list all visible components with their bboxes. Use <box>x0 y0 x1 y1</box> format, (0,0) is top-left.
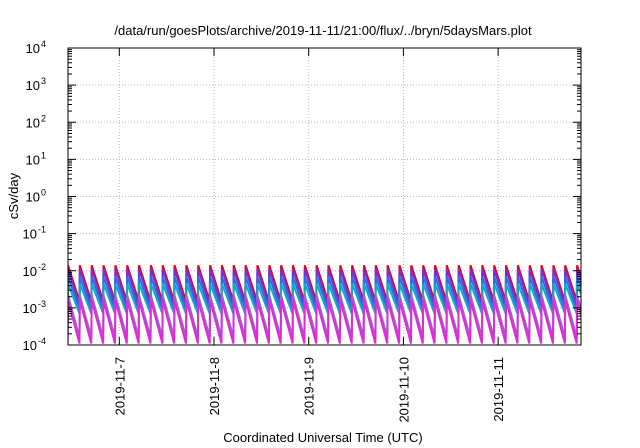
y-tick-exponent: 4 <box>41 39 46 49</box>
series-lines <box>68 264 581 344</box>
y-tick-exponent: -4 <box>38 336 46 346</box>
y-tick-label: 10-3 <box>23 299 46 316</box>
y-tick-label: 102 <box>26 113 46 130</box>
chart-title: /data/run/goesPlots/archive/2019-11-11/2… <box>114 23 532 38</box>
y-tick-exponent: 2 <box>41 113 46 123</box>
y-tick-label: 10-1 <box>23 225 46 242</box>
y-tick-label: 103 <box>26 76 46 93</box>
x-tick-label: 2019-11-10 <box>396 357 411 423</box>
y-tick-exponent: -3 <box>38 299 46 309</box>
y-axis-label: cSv/day <box>6 172 21 219</box>
y-tick-label: 100 <box>26 188 46 205</box>
y-tick-exponent: 3 <box>41 76 46 86</box>
x-axis-ticks: 2019-11-7 2019-11-8 2019-11-9 2019-11-10 201… <box>112 48 506 423</box>
x-tick-label: 2019-11-11 <box>491 357 506 422</box>
x-tick-label: 2019-11-8 <box>207 357 222 415</box>
x-axis-label: Coordinated Universal Time (UTC) <box>223 430 422 445</box>
y-tick-label: 10-2 <box>23 262 46 279</box>
y-tick-exponent: -2 <box>38 262 46 272</box>
series-line <box>68 300 581 344</box>
y-tick-exponent: -1 <box>38 225 46 235</box>
y-tick-exponent: 1 <box>41 150 46 160</box>
y-tick-label: 101 <box>26 150 46 167</box>
y-tick-label: 104 <box>26 39 46 56</box>
y-tick-exponent: 0 <box>41 188 46 198</box>
x-tick-label: 2019-11-9 <box>302 357 317 415</box>
y-tick-label: 10-4 <box>23 336 46 353</box>
x-tick-label: 2019-11-7 <box>112 357 127 415</box>
